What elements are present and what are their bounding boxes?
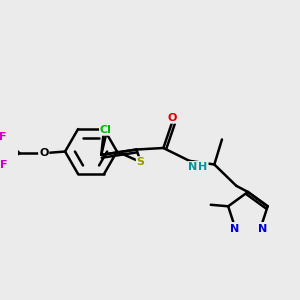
Text: Cl: Cl [100, 125, 112, 135]
Text: S: S [137, 157, 145, 167]
Text: N: N [230, 224, 239, 235]
Text: F: F [0, 132, 6, 142]
Text: F: F [0, 160, 7, 170]
Text: H: H [198, 162, 208, 172]
Text: O: O [39, 148, 48, 158]
Text: N: N [188, 162, 198, 172]
Text: N: N [258, 224, 267, 235]
Text: O: O [167, 113, 177, 123]
